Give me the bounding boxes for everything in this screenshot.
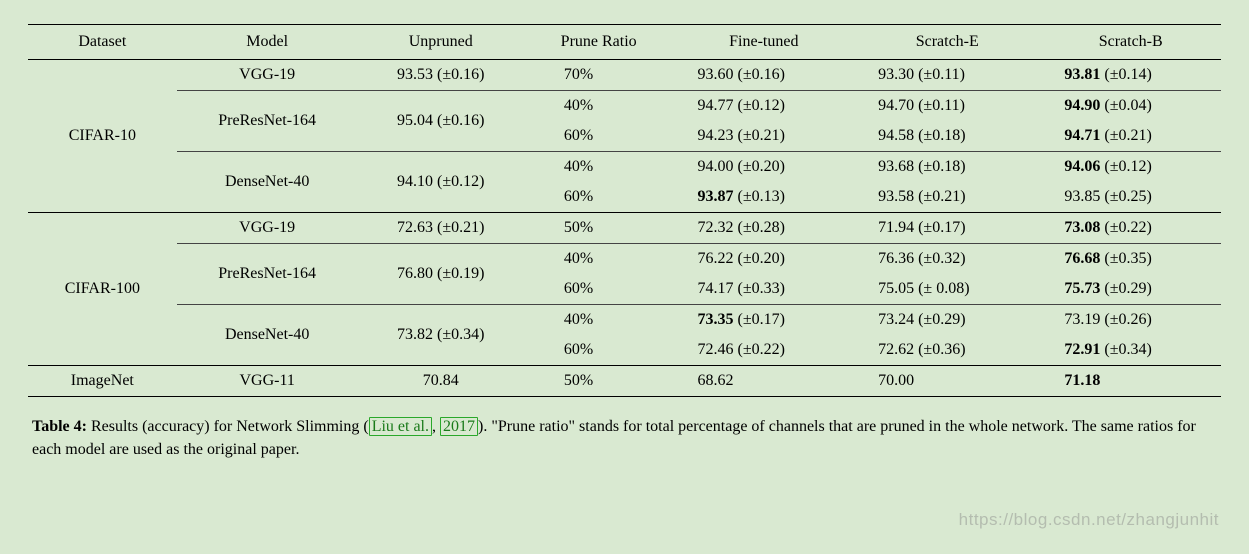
citation-author[interactable]: Liu et al. [369, 417, 432, 436]
cell-unpruned: 93.53 (±0.16) [358, 60, 524, 91]
cell-scratch-e: 93.68 (±0.18) [854, 152, 1040, 183]
cell-fine-tuned: 94.77 (±0.12) [674, 91, 855, 122]
cell-unpruned: 70.84 [358, 366, 524, 397]
table-caption: Table 4: Results (accuracy) for Network … [28, 415, 1221, 461]
cell-scratch-b: 93.81 (±0.14) [1040, 60, 1221, 91]
cell-prune-ratio: 60% [524, 335, 674, 366]
cell-dataset: CIFAR-10 [28, 60, 177, 213]
col-dataset: Dataset [28, 25, 177, 60]
cell-scratch-b: 75.73 (±0.29) [1040, 274, 1221, 305]
cell-prune-ratio: 40% [524, 244, 674, 275]
cell-scratch-e: 94.58 (±0.18) [854, 121, 1040, 152]
cell-scratch-e: 93.30 (±0.11) [854, 60, 1040, 91]
cell-scratch-e: 94.70 (±0.11) [854, 91, 1040, 122]
table-row: DenseNet-4094.10 (±0.12)40%94.00 (±0.20)… [28, 152, 1221, 183]
caption-text-1: Results (accuracy) for Network Slimming … [87, 418, 369, 435]
cell-prune-ratio: 60% [524, 182, 674, 213]
cell-model: VGG-19 [177, 213, 358, 244]
cell-prune-ratio: 60% [524, 274, 674, 305]
cell-model: PreResNet-164 [177, 244, 358, 305]
cell-scratch-b: 94.71 (±0.21) [1040, 121, 1221, 152]
cell-model: VGG-19 [177, 60, 358, 91]
cell-scratch-e: 72.62 (±0.36) [854, 335, 1040, 366]
col-model: Model [177, 25, 358, 60]
table-row: CIFAR-10VGG-1993.53 (±0.16)70%93.60 (±0.… [28, 60, 1221, 91]
table-row: ImageNetVGG-1170.8450%68.6270.0071.18 [28, 366, 1221, 397]
cell-fine-tuned: 93.87 (±0.13) [674, 182, 855, 213]
cell-fine-tuned: 68.62 [674, 366, 855, 397]
cell-prune-ratio: 40% [524, 152, 674, 183]
cell-fine-tuned: 94.23 (±0.21) [674, 121, 855, 152]
cell-scratch-b: 94.06 (±0.12) [1040, 152, 1221, 183]
cell-dataset: ImageNet [28, 366, 177, 397]
cell-scratch-e: 75.05 (± 0.08) [854, 274, 1040, 305]
cell-fine-tuned: 73.35 (±0.17) [674, 305, 855, 336]
cell-prune-ratio: 50% [524, 366, 674, 397]
watermark: https://blog.csdn.net/zhangjunhit [959, 510, 1219, 530]
cell-prune-ratio: 40% [524, 91, 674, 122]
header-row: Dataset Model Unpruned Prune Ratio Fine-… [28, 25, 1221, 60]
cell-scratch-b: 73.08 (±0.22) [1040, 213, 1221, 244]
table-row: PreResNet-16476.80 (±0.19)40%76.22 (±0.2… [28, 244, 1221, 275]
cell-fine-tuned: 72.46 (±0.22) [674, 335, 855, 366]
cell-scratch-e: 70.00 [854, 366, 1040, 397]
cell-scratch-e: 93.58 (±0.21) [854, 182, 1040, 213]
cell-scratch-b: 71.18 [1040, 366, 1221, 397]
cell-fine-tuned: 72.32 (±0.28) [674, 213, 855, 244]
cell-prune-ratio: 50% [524, 213, 674, 244]
cell-scratch-e: 76.36 (±0.32) [854, 244, 1040, 275]
cell-prune-ratio: 60% [524, 121, 674, 152]
caption-label: Table 4: [32, 418, 87, 435]
cell-scratch-b: 76.68 (±0.35) [1040, 244, 1221, 275]
cell-fine-tuned: 76.22 (±0.20) [674, 244, 855, 275]
table-row: DenseNet-4073.82 (±0.34)40%73.35 (±0.17)… [28, 305, 1221, 336]
cell-scratch-e: 71.94 (±0.17) [854, 213, 1040, 244]
cell-unpruned: 94.10 (±0.12) [358, 152, 524, 213]
cell-fine-tuned: 93.60 (±0.16) [674, 60, 855, 91]
cell-scratch-b: 72.91 (±0.34) [1040, 335, 1221, 366]
cell-unpruned: 95.04 (±0.16) [358, 91, 524, 152]
cell-scratch-e: 73.24 (±0.29) [854, 305, 1040, 336]
cell-scratch-b: 94.90 (±0.04) [1040, 91, 1221, 122]
table-row: CIFAR-100VGG-1972.63 (±0.21)50%72.32 (±0… [28, 213, 1221, 244]
cell-fine-tuned: 94.00 (±0.20) [674, 152, 855, 183]
cell-scratch-b: 93.85 (±0.25) [1040, 182, 1221, 213]
citation-year[interactable]: 2017 [440, 417, 478, 436]
cell-scratch-b: 73.19 (±0.26) [1040, 305, 1221, 336]
cell-prune-ratio: 40% [524, 305, 674, 336]
cell-fine-tuned: 74.17 (±0.33) [674, 274, 855, 305]
cell-dataset: CIFAR-100 [28, 213, 177, 366]
cell-prune-ratio: 70% [524, 60, 674, 91]
col-scratch-b: Scratch-B [1040, 25, 1221, 60]
table-row: PreResNet-16495.04 (±0.16)40%94.77 (±0.1… [28, 91, 1221, 122]
cell-model: VGG-11 [177, 366, 358, 397]
col-scratch-e: Scratch-E [854, 25, 1040, 60]
cell-model: PreResNet-164 [177, 91, 358, 152]
cell-unpruned: 73.82 (±0.34) [358, 305, 524, 366]
results-table: Dataset Model Unpruned Prune Ratio Fine-… [28, 24, 1221, 397]
cell-model: DenseNet-40 [177, 305, 358, 366]
cell-unpruned: 72.63 (±0.21) [358, 213, 524, 244]
col-fine-tuned: Fine-tuned [674, 25, 855, 60]
col-prune-ratio: Prune Ratio [524, 25, 674, 60]
cell-unpruned: 76.80 (±0.19) [358, 244, 524, 305]
col-unpruned: Unpruned [358, 25, 524, 60]
cell-model: DenseNet-40 [177, 152, 358, 213]
